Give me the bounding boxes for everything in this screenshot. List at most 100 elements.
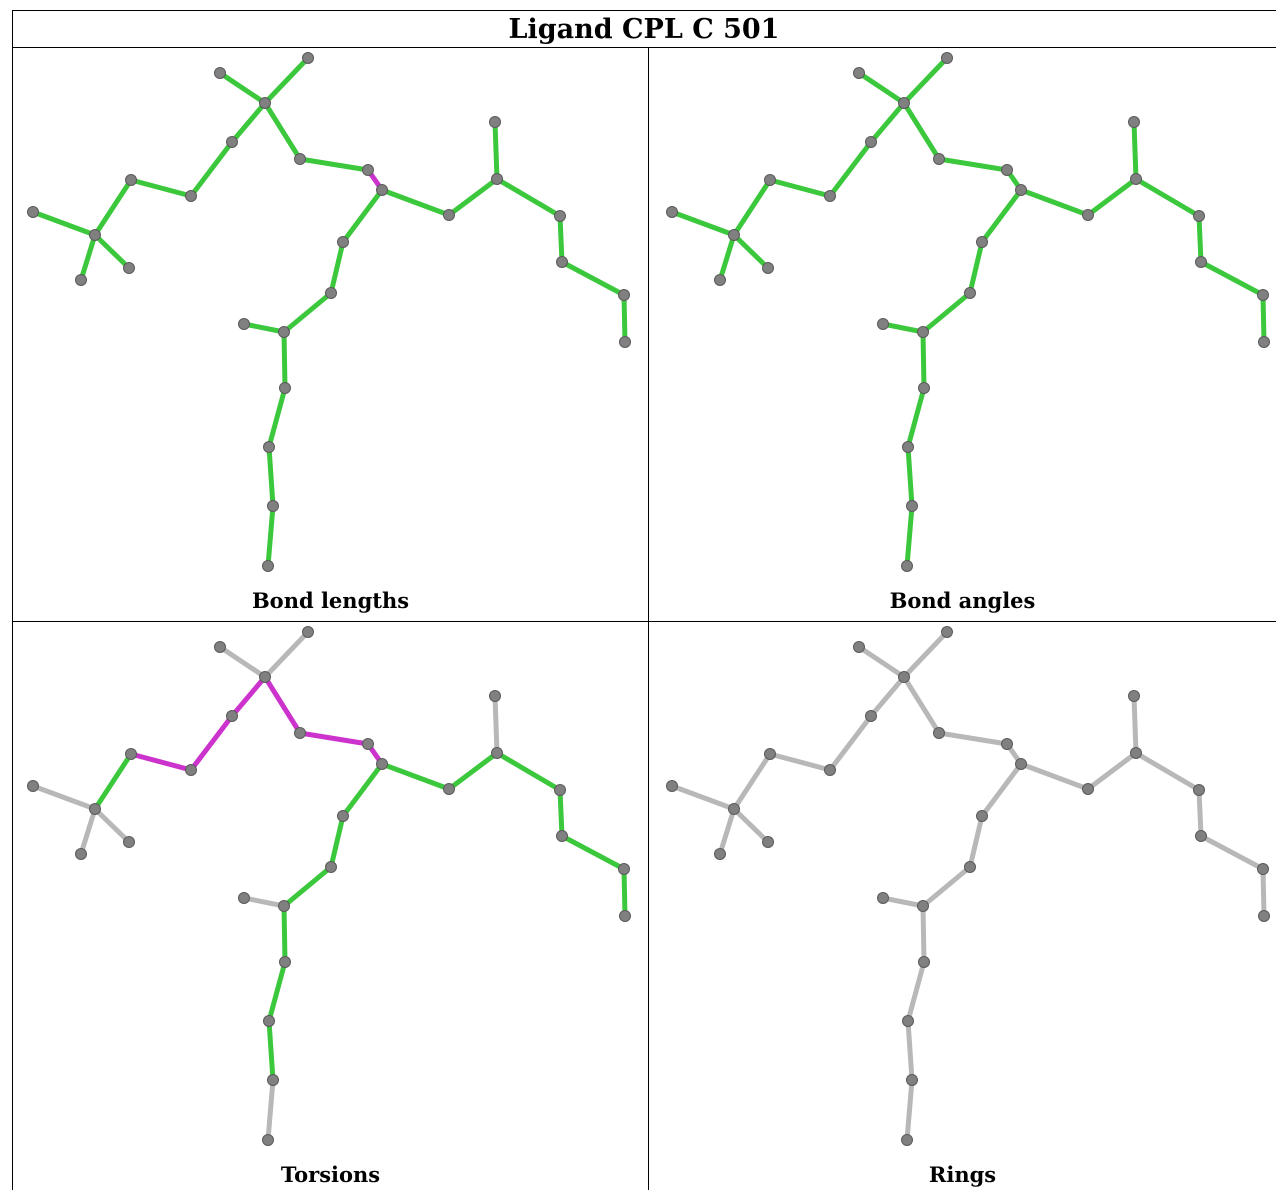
atom [865, 136, 877, 148]
bond [217, 70, 268, 106]
bond [78, 806, 98, 857]
bond [905, 1018, 915, 1083]
grid-top-border [12, 10, 1276, 11]
atom [1015, 184, 1027, 196]
atom [75, 274, 87, 286]
atom [556, 256, 568, 268]
atom [762, 262, 774, 274]
atom [1193, 784, 1205, 796]
atom [362, 164, 374, 176]
atom [728, 229, 740, 241]
bond [904, 1077, 915, 1143]
atom [1258, 336, 1270, 348]
atom [619, 336, 631, 348]
bond [241, 321, 287, 335]
atom [898, 671, 910, 683]
molecule-bond-angles [666, 52, 1270, 572]
atom [1082, 783, 1094, 795]
bond [868, 674, 907, 719]
atom [877, 318, 889, 330]
atom [226, 710, 238, 722]
atom [89, 229, 101, 241]
atom [964, 287, 976, 299]
bond [281, 329, 288, 391]
atom [762, 836, 774, 848]
atom [898, 97, 910, 109]
bond [1131, 693, 1139, 756]
bond [904, 503, 915, 569]
bond [281, 290, 334, 335]
bond [262, 629, 311, 680]
atom [267, 1074, 279, 1086]
caption-rings: Rings [928, 1162, 997, 1187]
molecule-torsions [27, 626, 631, 1146]
atom [1130, 747, 1142, 759]
atom [302, 626, 314, 638]
bond [494, 176, 563, 219]
atom [1001, 164, 1013, 176]
bond [669, 783, 737, 812]
bond [446, 176, 500, 218]
bond [901, 674, 942, 736]
atom [554, 784, 566, 796]
atom [1130, 173, 1142, 185]
atom [554, 210, 566, 222]
bond [266, 1018, 276, 1083]
atom [294, 153, 306, 165]
atom [262, 1134, 274, 1146]
atom [917, 900, 929, 912]
molecule-bond-lengths [27, 52, 631, 572]
atom [964, 861, 976, 873]
atom [185, 764, 197, 776]
bond [905, 444, 915, 509]
atom [902, 1015, 914, 1027]
atom [443, 209, 455, 221]
bond [557, 213, 565, 265]
bond [827, 713, 874, 773]
atom [901, 1134, 913, 1146]
bond [379, 187, 452, 218]
atom [489, 116, 501, 128]
bond [557, 787, 565, 839]
bond [1018, 187, 1091, 218]
atom [865, 710, 877, 722]
bond [559, 259, 627, 298]
bond [262, 674, 303, 736]
atom [489, 690, 501, 702]
bond [340, 761, 385, 819]
atom [918, 956, 930, 968]
atom [941, 52, 953, 64]
bond [731, 806, 771, 845]
atom [238, 892, 250, 904]
atom [337, 810, 349, 822]
caption-bond-lengths: Bond lengths [251, 588, 410, 613]
bond [379, 761, 452, 792]
panel-torsions: Torsions [13, 622, 648, 1190]
atom [1195, 830, 1207, 842]
bond [717, 806, 737, 857]
atom [1195, 256, 1207, 268]
atom [853, 67, 865, 79]
molecule-rings [666, 626, 1270, 1146]
bond [905, 385, 927, 450]
atom [226, 136, 238, 148]
bond [905, 959, 927, 1024]
bond [827, 139, 874, 199]
bond [217, 644, 268, 680]
atom [214, 641, 226, 653]
caption-bond-angles: Bond angles [889, 588, 1036, 613]
bond [901, 55, 950, 106]
atom [491, 173, 503, 185]
bond [920, 864, 973, 909]
bond [281, 864, 334, 909]
atom [714, 848, 726, 860]
atom [976, 236, 988, 248]
panel-rings: Rings [649, 622, 1276, 1190]
bond [297, 156, 371, 173]
bond [265, 503, 276, 569]
atom [618, 289, 630, 301]
bond [92, 232, 132, 271]
bond [340, 187, 385, 245]
grid-row-divider [12, 621, 1276, 622]
bond [1085, 176, 1139, 218]
